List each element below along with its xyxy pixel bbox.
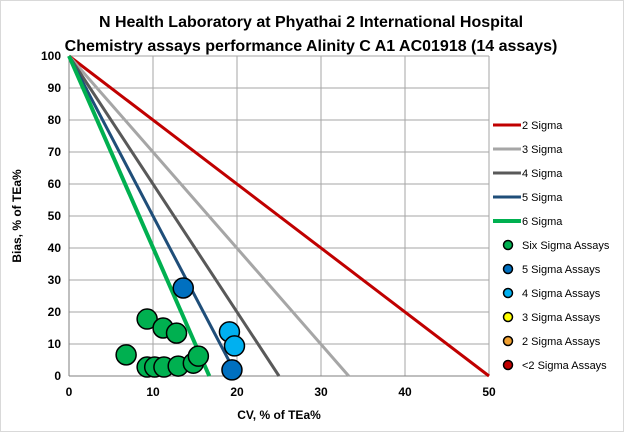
x-tick-label: 10 [146, 385, 160, 399]
sigma-line [67, 55, 239, 377]
y-tick-label: 100 [41, 49, 61, 63]
x-tick-label: 20 [230, 385, 244, 399]
data-point [115, 344, 137, 366]
legend-label: 3 Sigma [522, 144, 563, 156]
data-point [187, 345, 210, 367]
legend-label: 4 Sigma [522, 168, 563, 180]
y-tick-label: 70 [48, 145, 62, 159]
sigma-line [67, 55, 281, 377]
legend-label: 5 Sigma Assays [522, 264, 601, 276]
x-tick-label: 30 [314, 385, 328, 399]
y-tick-label: 40 [48, 241, 62, 255]
y-tick-label: 60 [48, 177, 62, 191]
chart-title: N Health Laboratory at Phyathai 2 Intern… [99, 14, 523, 31]
legend-label: 6 Sigma [522, 216, 563, 228]
data-point [172, 277, 194, 299]
legend-label: 2 Sigma Assays [522, 336, 601, 348]
legend-marker [502, 263, 514, 275]
x-tick-label: 50 [482, 385, 496, 399]
data-point [221, 359, 243, 381]
y-tick-label: 20 [48, 305, 62, 319]
y-tick-label: 30 [48, 273, 62, 287]
chart-subtitle: Chemistry assays performance Alinity C A… [65, 38, 558, 55]
sigma-line [67, 55, 350, 377]
legend-label: 4 Sigma Assays [522, 288, 601, 300]
y-tick-label: 50 [48, 209, 62, 223]
legend-marker [502, 239, 514, 251]
legend-marker [502, 335, 514, 347]
y-axis-label: Bias, % of TEa% [10, 169, 24, 263]
x-tick-label: 0 [66, 385, 73, 399]
legend-label: Six Sigma Assays [522, 240, 610, 252]
legend-label: 3 Sigma Assays [522, 312, 601, 324]
legend-label: <2 Sigma Assays [522, 360, 607, 372]
data-point [223, 335, 246, 357]
legend-label: 2 Sigma [522, 120, 563, 132]
legend-marker [502, 311, 514, 323]
legend-marker [502, 287, 514, 299]
legend-marker [502, 359, 514, 371]
y-tick-label: 80 [48, 113, 62, 127]
x-axis-label: CV, % of TEa% [237, 408, 321, 422]
y-tick-label: 0 [54, 369, 61, 383]
legend-label: 5 Sigma [522, 192, 563, 204]
sigma-line [68, 54, 490, 378]
x-tick-label: 40 [398, 385, 412, 399]
data-point [165, 322, 188, 344]
y-tick-label: 90 [48, 81, 62, 95]
y-tick-label: 10 [48, 337, 62, 351]
sigma-line [67, 55, 212, 377]
data-point [136, 308, 158, 330]
